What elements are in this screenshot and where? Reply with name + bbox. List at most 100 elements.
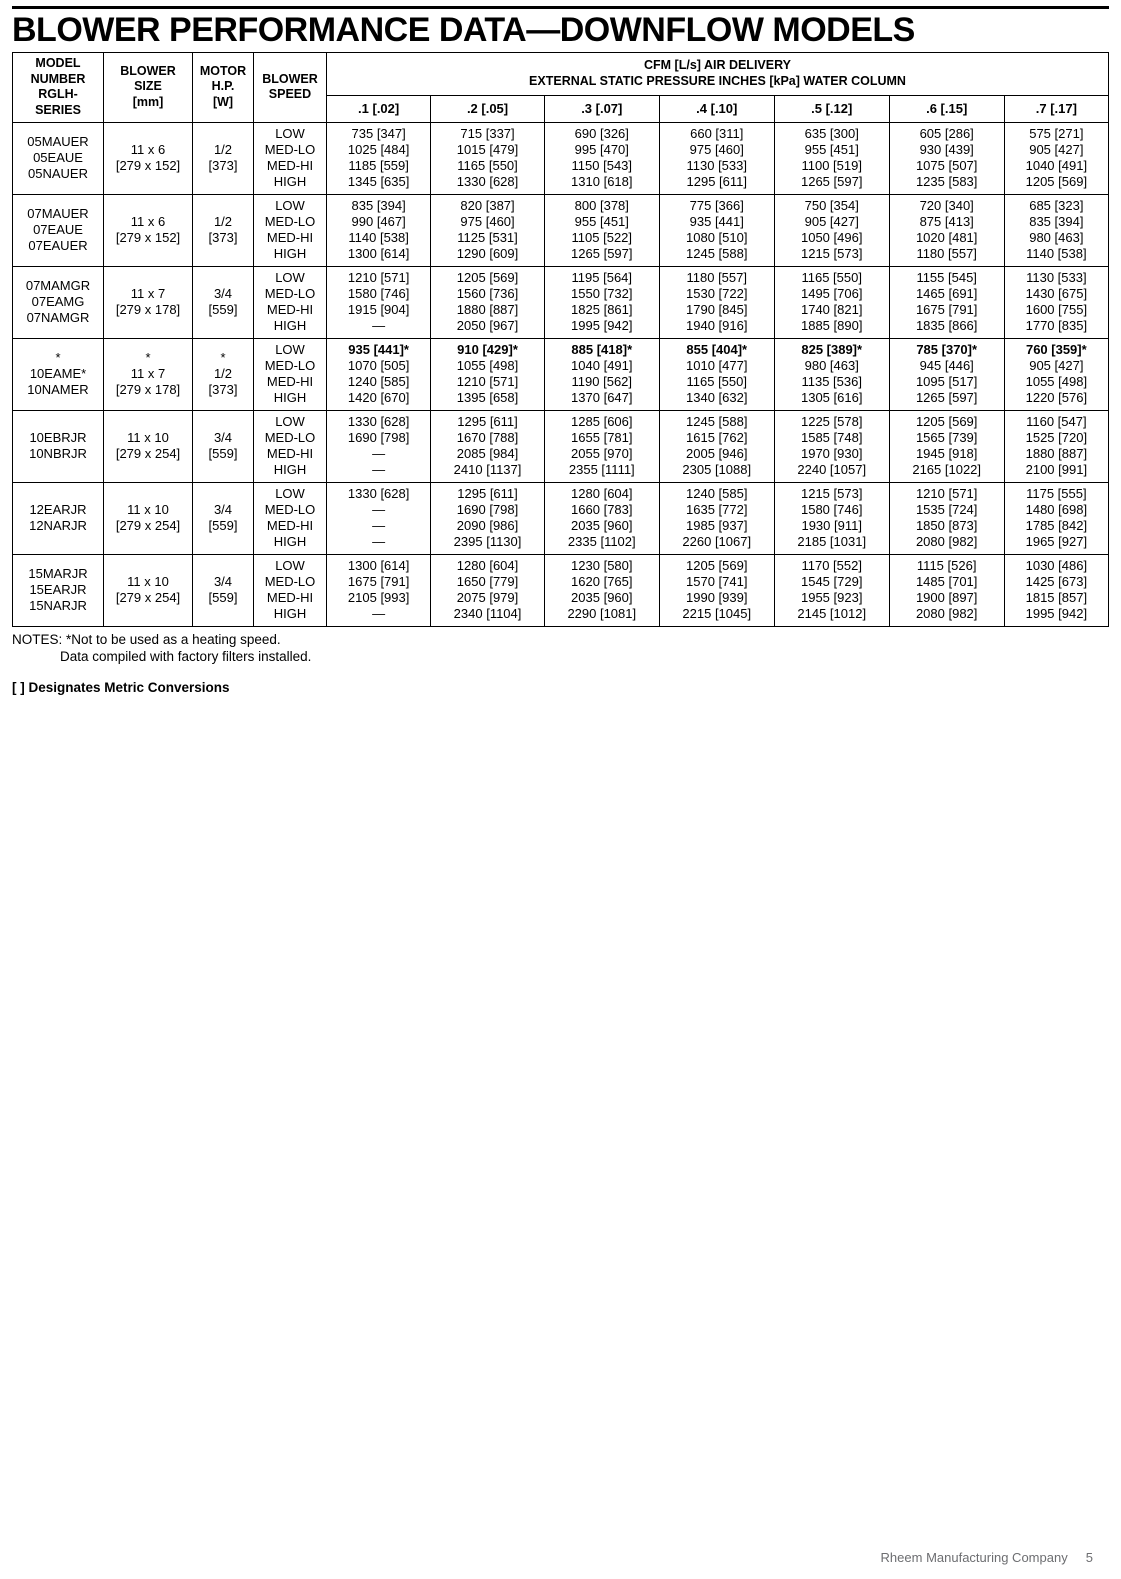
cell-cfm: 1230 [580] 1620 [765] 2035 [960] 2290 [1… (544, 554, 659, 626)
table-header: MODEL NUMBER RGLH- SERIES BLOWER SIZE [m… (13, 53, 1109, 123)
cell-cfm: 1205 [569] 1570 [741] 1990 [939] 2215 [1… (659, 554, 774, 626)
cell-cfm: 1295 [611] 1690 [798] 2090 [986] 2395 [1… (431, 482, 545, 554)
cell-size: 11 x 6 [279 x 152] (104, 122, 193, 194)
col-p6: .6 [.15] (889, 96, 1004, 122)
cell-speed: LOW MED-LO MED-HI HIGH (254, 410, 327, 482)
cell-cfm: 1300 [614] 1675 [791] 2105 [993] — (327, 554, 431, 626)
col-p7: .7 [.17] (1004, 96, 1108, 122)
cell-hp: 3/4 [559] (193, 410, 254, 482)
cell-cfm: 1155 [545] 1465 [691] 1675 [791] 1835 [8… (889, 266, 1004, 338)
cell-cfm: 1175 [555] 1480 [698] 1785 [842] 1965 [9… (1004, 482, 1108, 554)
cell-cfm: 1030 [486] 1425 [673] 1815 [857] 1995 [9… (1004, 554, 1108, 626)
cell-cfm: 685 [323] 835 [394] 980 [463] 1140 [538] (1004, 194, 1108, 266)
cell-cfm: 1165 [550] 1495 [706] 1740 [821] 1885 [8… (774, 266, 889, 338)
cell-model: 07MAMGR 07EAMG 07NAMGR (13, 266, 104, 338)
col-model-bot: SERIES (35, 103, 81, 117)
table-row: 07MAUER 07EAUE 07EAUER11 x 6 [279 x 152]… (13, 194, 1109, 266)
cell-cfm: 1205 [569] 1560 [736] 1880 [887] 2050 [9… (431, 266, 545, 338)
cell-cfm: 720 [340] 875 [413] 1020 [481] 1180 [557… (889, 194, 1004, 266)
cell-cfm: 775 [366] 935 [441] 1080 [510] 1245 [588… (659, 194, 774, 266)
cell-size: * 11 x 7 [279 x 178] (104, 338, 193, 410)
note-1: NOTES: *Not to be used as a heating spee… (12, 632, 281, 647)
cell-cfm: 1295 [611] 1670 [788] 2085 [984] 2410 [1… (431, 410, 545, 482)
table-row: 05MAUER 05EAUE 05NAUER11 x 6 [279 x 152]… (13, 122, 1109, 194)
cell-speed: LOW MED-LO MED-HI HIGH (254, 266, 327, 338)
col-p3: .3 [.07] (544, 96, 659, 122)
note-2: Data compiled with factory filters insta… (12, 648, 1109, 666)
cell-hp: 3/4 [559] (193, 266, 254, 338)
cell-hp: * 1/2 [373] (193, 338, 254, 410)
col-size-top: BLOWER SIZE (120, 64, 176, 94)
notes: NOTES: *Not to be used as a heating spee… (12, 631, 1109, 666)
cell-cfm: 1245 [588] 1615 [762] 2005 [946] 2305 [1… (659, 410, 774, 482)
cell-cfm: 1170 [552] 1545 [729] 1955 [923] 2145 [1… (774, 554, 889, 626)
footer-page: 5 (1086, 1550, 1093, 1565)
col-cfm-group: CFM [L/s] AIR DELIVERY EXTERNAL STATIC P… (327, 53, 1109, 96)
cell-cfm: 1280 [604] 1660 [783] 2035 [960] 2335 [1… (544, 482, 659, 554)
cell-cfm: 1115 [526] 1485 [701] 1900 [897] 2080 [9… (889, 554, 1004, 626)
cell-cfm: 1280 [604] 1650 [779] 2075 [979] 2340 [1… (431, 554, 545, 626)
top-rule (12, 6, 1109, 9)
cell-cfm: 1330 [628] 1690 [798] — — (327, 410, 431, 482)
cell-cfm: 835 [394] 990 [467] 1140 [538] 1300 [614… (327, 194, 431, 266)
cell-speed: LOW MED-LO MED-HI HIGH (254, 338, 327, 410)
table-row: 07MAMGR 07EAMG 07NAMGR11 x 7 [279 x 178]… (13, 266, 1109, 338)
cell-model: 10EBRJR 10NBRJR (13, 410, 104, 482)
cell-cfm: 1330 [628] — — — (327, 482, 431, 554)
table-row: 10EBRJR 10NBRJR11 x 10 [279 x 254]3/4 [5… (13, 410, 1109, 482)
col-speed: BLOWER SPEED (254, 53, 327, 123)
cell-cfm: 1180 [557] 1530 [722] 1790 [845] 1940 [9… (659, 266, 774, 338)
col-hp-bot: [W] (213, 95, 233, 109)
cell-hp: 3/4 [559] (193, 554, 254, 626)
cell-cfm: 735 [347] 1025 [484] 1185 [559] 1345 [63… (327, 122, 431, 194)
cell-cfm: 820 [387] 975 [460] 1125 [531] 1290 [609… (431, 194, 545, 266)
col-hp: MOTOR H.P. [W] (193, 53, 254, 123)
cell-cfm: 1285 [606] 1655 [781] 2055 [970] 2355 [1… (544, 410, 659, 482)
col-size-bot: [mm] (133, 95, 164, 109)
cell-hp: 1/2 [373] (193, 194, 254, 266)
cell-size: 11 x 7 [279 x 178] (104, 266, 193, 338)
cell-cfm: 1225 [578] 1585 [748] 1970 [930] 2240 [1… (774, 410, 889, 482)
cell-size: 11 x 6 [279 x 152] (104, 194, 193, 266)
cell-speed: LOW MED-LO MED-HI HIGH (254, 554, 327, 626)
col-size: BLOWER SIZE [mm] (104, 53, 193, 123)
cell-model: 05MAUER 05EAUE 05NAUER (13, 122, 104, 194)
col-p5: .5 [.12] (774, 96, 889, 122)
cell-cfm: 935 [441]* 1070 [505] 1240 [585] 1420 [6… (327, 338, 431, 410)
metric-note: [ ] Designates Metric Conversions (12, 680, 1109, 695)
cell-hp: 1/2 [373] (193, 122, 254, 194)
table-row: 12EARJR 12NARJR11 x 10 [279 x 254]3/4 [5… (13, 482, 1109, 554)
cell-model: 12EARJR 12NARJR (13, 482, 104, 554)
cell-cfm: 885 [418]* 1040 [491] 1190 [562] 1370 [6… (544, 338, 659, 410)
cell-model: 15MARJR 15EARJR 15NARJR (13, 554, 104, 626)
cell-cfm: 605 [286] 930 [439] 1075 [507] 1235 [583… (889, 122, 1004, 194)
cell-cfm: 575 [271] 905 [427] 1040 [491] 1205 [569… (1004, 122, 1108, 194)
footer-company: Rheem Manufacturing Company (881, 1550, 1068, 1565)
cell-cfm: 690 [326] 995 [470] 1150 [543] 1310 [618… (544, 122, 659, 194)
cell-cfm: 660 [311] 975 [460] 1130 [533] 1295 [611… (659, 122, 774, 194)
cell-cfm: 1210 [571] 1580 [746] 1915 [904] — (327, 266, 431, 338)
cell-cfm: 855 [404]* 1010 [477] 1165 [550] 1340 [6… (659, 338, 774, 410)
cell-cfm: 1205 [569] 1565 [739] 1945 [918] 2165 [1… (889, 410, 1004, 482)
col-model-top: MODEL NUMBER RGLH- (31, 56, 86, 101)
page-title: BLOWER PERFORMANCE DATA—DOWNFLOW MODELS (12, 11, 1109, 50)
col-hp-top: MOTOR H.P. (200, 64, 246, 94)
cell-cfm: 750 [354] 905 [427] 1050 [496] 1215 [573… (774, 194, 889, 266)
cell-cfm: 800 [378] 955 [451] 1105 [522] 1265 [597… (544, 194, 659, 266)
cell-speed: LOW MED-LO MED-HI HIGH (254, 194, 327, 266)
table-row: * 10EAME* 10NAMER* 11 x 7 [279 x 178]* 1… (13, 338, 1109, 410)
cell-size: 11 x 10 [279 x 254] (104, 554, 193, 626)
cell-cfm: 1130 [533] 1430 [675] 1600 [755] 1770 [8… (1004, 266, 1108, 338)
cell-cfm: 825 [389]* 980 [463] 1135 [536] 1305 [61… (774, 338, 889, 410)
footer: Rheem Manufacturing Company 5 (0, 1550, 1121, 1565)
performance-table: MODEL NUMBER RGLH- SERIES BLOWER SIZE [m… (12, 52, 1109, 627)
cell-cfm: 715 [337] 1015 [479] 1165 [550] 1330 [62… (431, 122, 545, 194)
cell-size: 11 x 10 [279 x 254] (104, 482, 193, 554)
cell-speed: LOW MED-LO MED-HI HIGH (254, 122, 327, 194)
cell-cfm: 910 [429]* 1055 [498] 1210 [571] 1395 [6… (431, 338, 545, 410)
cell-cfm: 1210 [571] 1535 [724] 1850 [873] 2080 [9… (889, 482, 1004, 554)
cell-cfm: 1195 [564] 1550 [732] 1825 [861] 1995 [9… (544, 266, 659, 338)
cell-cfm: 785 [370]* 945 [446] 1095 [517] 1265 [59… (889, 338, 1004, 410)
cell-cfm: 760 [359]* 905 [427] 1055 [498] 1220 [57… (1004, 338, 1108, 410)
cell-cfm: 635 [300] 955 [451] 1100 [519] 1265 [597… (774, 122, 889, 194)
